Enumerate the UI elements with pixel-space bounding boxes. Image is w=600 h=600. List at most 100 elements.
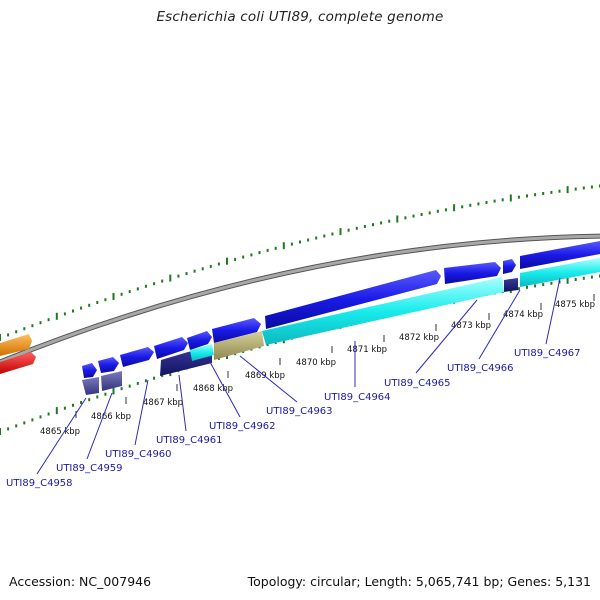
gene-leader-lines xyxy=(36,277,561,475)
gene-labels: UTI89_C4958 UTI89_C4959 UTI89_C4960 UTI8… xyxy=(6,348,581,489)
gc-tick xyxy=(47,412,50,416)
scale-label: 4875 kbp xyxy=(555,300,595,310)
gc-tick xyxy=(80,401,83,404)
gene-label-uti89-c4958[interactable]: UTI89_C4958 xyxy=(6,478,73,489)
gc-tick xyxy=(436,209,439,213)
gc-tick xyxy=(347,228,350,232)
cds-forward-2[interactable] xyxy=(98,357,119,373)
gc-tick xyxy=(7,333,10,337)
gc-tick xyxy=(282,242,285,250)
cds-forward-6[interactable] xyxy=(212,318,261,343)
cds-reverse-8[interactable] xyxy=(520,258,600,287)
gc-tick xyxy=(96,395,99,399)
gc-tick xyxy=(55,407,58,415)
cds-reverse-2[interactable] xyxy=(101,371,122,391)
gc-tick xyxy=(509,194,512,202)
gene-label-uti89-c4960[interactable]: UTI89_C4960 xyxy=(105,449,172,460)
feature-orange[interactable] xyxy=(0,334,32,356)
gc-tick xyxy=(96,301,99,304)
gc-tick xyxy=(290,242,293,246)
gc-tick xyxy=(177,274,180,278)
gc-tick xyxy=(31,324,34,328)
gc-tick xyxy=(7,427,10,431)
gc-tick xyxy=(193,269,196,273)
gene-label-uti89-c4961[interactable]: UTI89_C4961 xyxy=(156,435,223,446)
scale-ticks xyxy=(75,294,595,418)
gc-tick xyxy=(47,318,50,322)
gc-tick xyxy=(526,194,528,198)
gc-tick xyxy=(185,272,188,276)
cds-forward-3[interactable] xyxy=(120,347,154,367)
scale-label: 4868 kbp xyxy=(193,384,233,394)
gc-tick xyxy=(582,186,585,190)
gene-label-uti89-c4967[interactable]: UTI89_C4967 xyxy=(514,348,581,359)
gc-tick xyxy=(72,309,74,313)
gc-tick xyxy=(0,428,1,435)
gc-tick xyxy=(404,216,407,220)
gc-tick xyxy=(88,398,91,402)
gc-tick xyxy=(493,199,496,203)
gene-label-uti89-c4959[interactable]: UTI89_C4959 xyxy=(56,463,123,474)
gc-tick xyxy=(396,215,399,223)
gc-tick xyxy=(558,189,561,193)
gc-tick xyxy=(266,248,269,252)
gc-tick xyxy=(469,203,472,207)
genome-summary: Topology: circular; Length: 5,065,741 bp… xyxy=(247,574,591,589)
gc-tick xyxy=(477,202,480,206)
cds-reverse-5[interactable] xyxy=(214,331,264,360)
gc-tick xyxy=(582,276,585,280)
feature-red[interactable] xyxy=(0,352,36,374)
scale-label: 4865 kbp xyxy=(40,427,80,437)
gc-tick xyxy=(566,186,569,194)
gc-tick xyxy=(574,187,577,191)
cds-forward-4[interactable] xyxy=(154,337,188,359)
gc-tick xyxy=(63,406,66,410)
gc-tick xyxy=(136,381,139,385)
gc-tick xyxy=(534,284,537,288)
scale-label: 4871 kbp xyxy=(347,345,387,355)
gc-tick xyxy=(209,264,212,268)
gc-tick xyxy=(517,195,520,199)
scale-label: 4874 kbp xyxy=(503,310,543,320)
gc-tick xyxy=(23,327,26,331)
cds-reverse-4[interactable] xyxy=(190,344,214,361)
scale-labels: 4865 kbp 4866 kbp 4867 kbp 4868 kbp 4869… xyxy=(40,300,595,437)
cds-reverse-7[interactable] xyxy=(504,278,518,292)
gene-label-uti89-c4966[interactable]: UTI89_C4966 xyxy=(447,363,514,374)
gc-tick xyxy=(444,208,447,212)
scale-label: 4867 kbp xyxy=(143,398,183,408)
gc-tick xyxy=(128,290,131,294)
cds-reverse-6[interactable] xyxy=(262,277,504,345)
gc-tick xyxy=(388,219,391,223)
cds-forward-9[interactable] xyxy=(503,259,516,274)
gc-tick xyxy=(550,281,553,285)
cds-forward-1[interactable] xyxy=(82,363,97,378)
gene-label-uti89-c4962[interactable]: UTI89_C4962 xyxy=(209,421,276,432)
gc-tick xyxy=(63,312,66,316)
gc-tick xyxy=(169,274,172,282)
gc-tick xyxy=(161,374,164,378)
gc-tick xyxy=(120,292,123,296)
gene-label-uti89-c4963[interactable]: UTI89_C4963 xyxy=(266,406,333,417)
genome-backbone xyxy=(0,233,600,365)
cds-forward-10[interactable] xyxy=(520,241,600,269)
gc-tick xyxy=(315,236,318,240)
gc-tick xyxy=(590,185,593,189)
gc-tick xyxy=(112,387,115,395)
gc-tick xyxy=(542,283,545,287)
gc-tick xyxy=(274,246,277,250)
gc-tick xyxy=(201,267,204,271)
gene-label-uti89-c4964[interactable]: UTI89_C4964 xyxy=(324,392,391,403)
gene-label-uti89-c4965[interactable]: UTI89_C4965 xyxy=(384,378,451,389)
cds-forward-7[interactable] xyxy=(265,270,441,329)
gc-tick xyxy=(88,303,91,307)
gc-tick xyxy=(566,276,569,284)
gc-tick xyxy=(590,275,593,279)
gc-tick xyxy=(217,262,220,266)
gc-tick xyxy=(23,421,26,425)
cds-forward-5[interactable] xyxy=(187,331,212,350)
cds-forward-8[interactable] xyxy=(444,262,501,284)
cds-reverse-1[interactable] xyxy=(82,377,99,395)
gc-tick xyxy=(0,334,1,341)
